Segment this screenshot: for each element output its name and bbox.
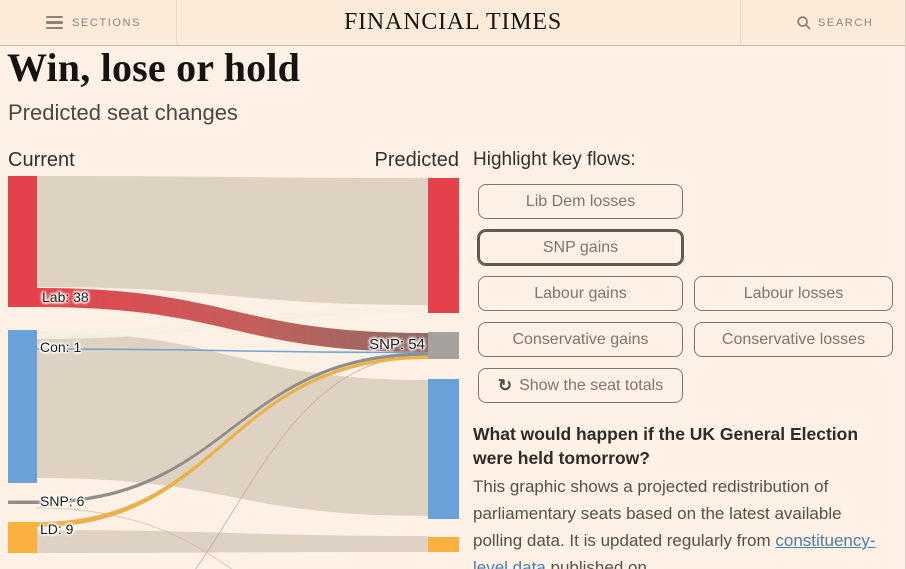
sankey-svg (8, 176, 459, 569)
conservative-losses-label: Conservative losses (721, 330, 866, 348)
flow-hairline-down (36, 507, 233, 569)
refresh-icon: ↻ (497, 376, 513, 395)
conservative-losses-button[interactable]: Conservative losses (694, 322, 893, 357)
node-current-snp (8, 500, 37, 504)
node-predicted-snp (428, 332, 459, 359)
lib-dem-losses-label: Lib Dem losses (525, 192, 636, 210)
label-snp-54: SNP: 54 (369, 336, 425, 353)
flow-con-hold (37, 332, 428, 516)
description-text-after: published on (545, 558, 647, 569)
sankey-column-label-predicted: Predicted (374, 149, 460, 171)
label-ld-9: LD: 9 (40, 521, 74, 537)
question-heading: What would happen if the UK General Elec… (473, 424, 859, 468)
labour-losses-button[interactable]: Labour losses (694, 276, 893, 311)
search-button[interactable]: SEARCH (797, 0, 873, 45)
sections-menu-button[interactable]: SECTIONS (46, 0, 141, 45)
sankey-column-label-current: Current (8, 149, 75, 171)
search-label: SEARCH (818, 16, 874, 29)
ft-logo[interactable]: FINANCIAL TIMES (343, 9, 562, 35)
header-divider-left (176, 0, 177, 45)
show-seat-totals-button[interactable]: ↻ Show the seat totals (478, 368, 683, 403)
description-paragraph: This graphic shows a projected redistrib… (473, 473, 883, 569)
labour-gains-button[interactable]: Labour gains (478, 276, 683, 311)
flow-buttons: Lib Dem losses SNP gains Labour gains La… (478, 184, 893, 403)
flow-hairline-up (194, 354, 429, 569)
labour-gains-label: Labour gains (534, 284, 627, 302)
sections-label: SECTIONS (72, 16, 142, 29)
hamburger-icon (46, 15, 63, 30)
show-seat-totals-label: Show the seat totals (519, 376, 664, 394)
node-predicted-libdem (428, 537, 459, 552)
highlight-key-flows-heading: Highlight key flows: (473, 149, 636, 170)
flow-ld-hold (37, 530, 428, 553)
header-divider-right (740, 0, 741, 45)
flow-snp-to-snp (37, 352, 428, 504)
constituency-level-data-link[interactable]: constituency-level data (473, 531, 876, 569)
conservative-gains-label: Conservative gains (512, 330, 649, 348)
node-current-libdem (8, 522, 37, 553)
label-snp-6: SNP: 6 (40, 493, 85, 509)
sankey-chart: Current Predicted Lab: (0, 148, 466, 569)
node-predicted-conservative (428, 379, 459, 519)
node-predicted-labour (428, 178, 459, 313)
flow-lab-hold (37, 176, 428, 305)
page-subtitle: Predicted seat changes (8, 100, 238, 125)
conservative-gains-button[interactable]: Conservative gains (478, 322, 683, 357)
lib-dem-losses-button[interactable]: Lib Dem losses (478, 184, 683, 219)
label-con-1: Con: 1 (40, 339, 82, 355)
snp-gains-button[interactable]: SNP gains (478, 230, 683, 265)
snp-gains-label: SNP gains (542, 238, 619, 256)
node-current-conservative (8, 330, 37, 483)
labour-losses-label: Labour losses (743, 284, 844, 302)
description-text-before: This graphic shows a projected redistrib… (473, 477, 842, 550)
site-header: SECTIONS FINANCIAL TIMES SEARCH (0, 0, 906, 46)
node-current-labour (8, 176, 37, 307)
search-icon (797, 15, 811, 30)
page-title: Win, lose or hold (7, 45, 301, 90)
flow-lab-to-snp (37, 288, 428, 352)
flow-con-to-snp (36, 348, 429, 354)
label-lab-38: Lab: 38 (42, 289, 89, 305)
